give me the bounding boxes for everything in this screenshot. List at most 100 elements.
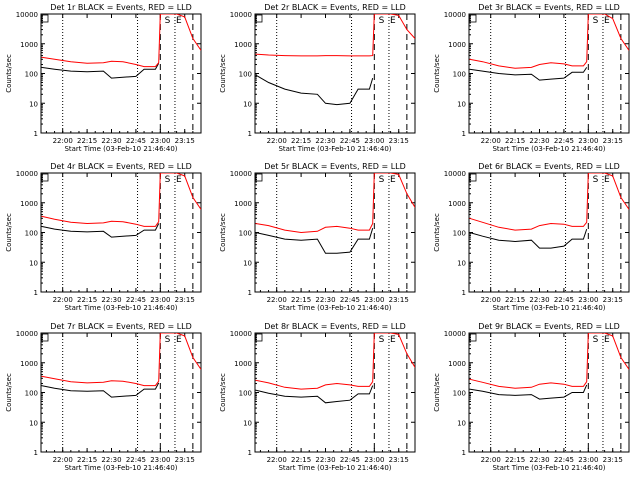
- x-tick-label: 22:45: [554, 456, 574, 464]
- y-tick-label: 10000: [444, 170, 466, 178]
- lld-series-line: [469, 173, 629, 231]
- start-marker-label: S: [165, 16, 171, 26]
- y-tick-label: 1: [248, 449, 252, 457]
- x-tick-label: 22:15: [77, 137, 97, 145]
- start-marker-box: [255, 333, 263, 342]
- plot-frame: [468, 13, 630, 134]
- x-tick-label: 22:00: [53, 456, 73, 464]
- y-axis-label: Counts/sec: [219, 54, 227, 93]
- plot-frame: [468, 172, 630, 293]
- detector-panel: Det 8r BLACK = Events, RED = LLD 1 10 100 10…: [219, 322, 416, 472]
- lld-series-line: [41, 333, 201, 387]
- end-marker-label: E: [176, 335, 182, 345]
- plot-frame: [254, 332, 416, 453]
- y-tick-label: 1: [34, 130, 38, 138]
- events-series-line: [41, 223, 160, 238]
- x-tick-label: 23:15: [175, 296, 195, 304]
- y-tick-label: 1000: [234, 360, 252, 368]
- y-axis-label: Counts/sec: [5, 54, 13, 93]
- x-tick-label: 22:00: [53, 296, 73, 304]
- lld-series-line: [41, 173, 201, 227]
- x-tick-label: 22:15: [505, 137, 525, 145]
- x-tick-label: 22:15: [291, 137, 311, 145]
- y-tick-label: 100: [25, 230, 38, 238]
- x-axis-label: Start Time (03-Feb-10 21:46:40): [278, 304, 391, 312]
- y-tick-label: 1: [462, 449, 466, 457]
- start-marker-label: S: [379, 335, 385, 345]
- x-tick-label: 23:00: [364, 456, 384, 464]
- x-tick-label: 22:30: [101, 456, 121, 464]
- y-tick-label: 1000: [20, 200, 38, 208]
- y-tick-label: 100: [453, 230, 466, 238]
- lld-series-line: [255, 14, 415, 57]
- end-marker-label: E: [604, 16, 610, 26]
- x-tick-label: 23:00: [578, 456, 598, 464]
- y-axis-label: Counts/sec: [5, 213, 13, 252]
- y-axis-label: Counts/sec: [433, 373, 441, 412]
- plot-frame: [40, 332, 202, 453]
- lld-series-line: [255, 333, 415, 390]
- lld-series-line: [469, 333, 629, 389]
- x-tick-label: 22:00: [267, 456, 287, 464]
- lld-series-line: [469, 14, 629, 69]
- y-tick-label: 10: [457, 259, 466, 267]
- x-axis-label: Start Time (03-Feb-10 21:46:40): [492, 145, 605, 153]
- x-tick-label: 23:00: [150, 137, 170, 145]
- events-series-line: [255, 74, 374, 106]
- end-marker-label: E: [604, 335, 610, 345]
- x-tick-label: 22:45: [340, 296, 360, 304]
- y-tick-label: 1000: [20, 41, 38, 49]
- y-tick-label: 1000: [234, 200, 252, 208]
- x-tick-label: 22:45: [340, 137, 360, 145]
- y-tick-label: 1000: [448, 41, 466, 49]
- panel-title: Det 7r BLACK = Events, RED = LLD: [50, 322, 192, 331]
- y-tick-label: 100: [25, 390, 38, 398]
- y-tick-label: 10: [29, 259, 38, 267]
- y-tick-label: 10: [29, 419, 38, 427]
- y-tick-label: 1: [462, 289, 466, 297]
- x-tick-label: 22:15: [505, 296, 525, 304]
- start-marker-label: S: [593, 335, 599, 345]
- y-tick-label: 1: [34, 289, 38, 297]
- x-tick-label: 22:30: [315, 456, 335, 464]
- detector-panel: Det 6r BLACK = Events, RED = LLD 1 10 100 10…: [433, 162, 630, 312]
- y-axis-label: Counts/sec: [433, 54, 441, 93]
- end-marker-label: E: [390, 175, 396, 185]
- y-tick-label: 1: [248, 130, 252, 138]
- lld-series-line: [255, 173, 415, 234]
- y-tick-label: 10000: [230, 330, 252, 338]
- x-axis-label: Start Time (03-Feb-10 21:46:40): [278, 464, 391, 472]
- panel-title: Det 1r BLACK = Events, RED = LLD: [50, 3, 192, 12]
- start-marker-box: [469, 173, 477, 182]
- y-tick-label: 100: [453, 71, 466, 79]
- x-tick-label: 23:15: [389, 137, 409, 145]
- x-tick-label: 22:30: [101, 137, 121, 145]
- y-tick-label: 10000: [16, 330, 38, 338]
- y-axis-label: Counts/sec: [5, 373, 13, 412]
- end-marker-label: E: [604, 175, 610, 185]
- y-tick-label: 10000: [230, 170, 252, 178]
- events-series-line: [41, 382, 160, 398]
- y-tick-label: 10000: [16, 11, 38, 19]
- x-tick-label: 23:00: [364, 296, 384, 304]
- panel-title: Det 9r BLACK = Events, RED = LLD: [478, 322, 620, 331]
- x-tick-label: 22:00: [481, 296, 501, 304]
- x-tick-label: 23:15: [603, 137, 623, 145]
- start-marker-box: [41, 14, 49, 23]
- x-tick-label: 22:00: [481, 137, 501, 145]
- events-series-line: [469, 384, 588, 400]
- x-tick-label: 23:15: [175, 456, 195, 464]
- x-tick-label: 22:45: [126, 456, 146, 464]
- x-tick-label: 23:15: [603, 456, 623, 464]
- events-series-line: [41, 63, 160, 79]
- end-marker-label: E: [390, 16, 396, 26]
- y-tick-label: 10: [29, 100, 38, 108]
- detector-panel: Det 7r BLACK = Events, RED = LLD 1 10 100 10…: [5, 322, 202, 472]
- y-tick-label: 10000: [444, 330, 466, 338]
- y-tick-label: 10: [243, 259, 252, 267]
- x-tick-label: 22:30: [315, 296, 335, 304]
- x-tick-label: 23:15: [175, 137, 195, 145]
- x-axis-label: Start Time (03-Feb-10 21:46:40): [64, 464, 177, 472]
- start-marker-box: [41, 173, 49, 182]
